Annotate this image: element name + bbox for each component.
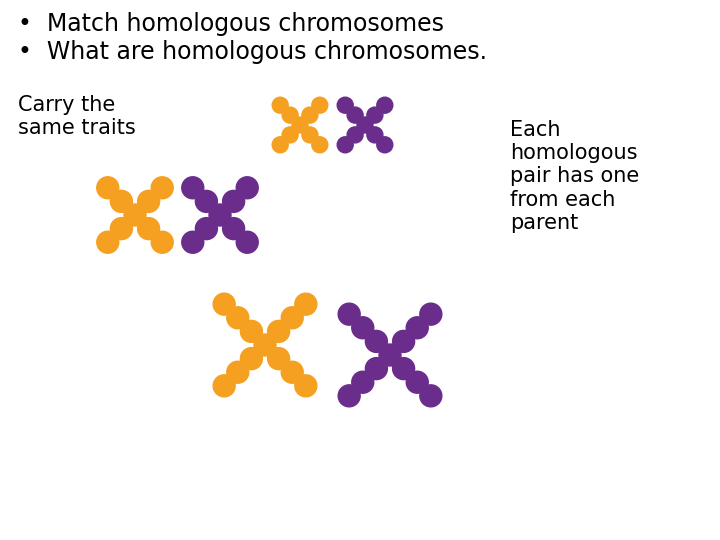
Circle shape: [209, 204, 231, 226]
Text: Each
homologous
pair has one
from each
parent: Each homologous pair has one from each p…: [510, 120, 639, 233]
Circle shape: [338, 385, 360, 407]
Circle shape: [337, 137, 354, 153]
Circle shape: [124, 204, 146, 226]
Circle shape: [337, 97, 354, 113]
Circle shape: [195, 218, 217, 240]
Circle shape: [151, 177, 174, 199]
Circle shape: [365, 330, 387, 353]
Circle shape: [420, 303, 442, 325]
Circle shape: [392, 330, 415, 353]
Circle shape: [377, 97, 393, 113]
Circle shape: [222, 218, 245, 240]
Circle shape: [96, 177, 119, 199]
Circle shape: [213, 293, 235, 315]
Circle shape: [96, 231, 119, 253]
Text: Carry the
same traits: Carry the same traits: [18, 95, 136, 138]
Circle shape: [268, 320, 289, 342]
Circle shape: [282, 361, 303, 383]
Circle shape: [312, 97, 328, 113]
Circle shape: [392, 357, 415, 380]
Circle shape: [406, 317, 428, 339]
Circle shape: [367, 127, 383, 143]
Circle shape: [302, 107, 318, 123]
Circle shape: [367, 107, 383, 123]
Circle shape: [294, 375, 317, 397]
Circle shape: [181, 231, 204, 253]
Circle shape: [406, 371, 428, 393]
Circle shape: [110, 191, 132, 212]
Circle shape: [338, 303, 360, 325]
Circle shape: [352, 371, 374, 393]
Circle shape: [365, 357, 387, 380]
Circle shape: [236, 177, 258, 199]
Circle shape: [213, 375, 235, 397]
Circle shape: [294, 293, 317, 315]
Text: •  Match homologous chromosomes: • Match homologous chromosomes: [18, 12, 444, 36]
Circle shape: [181, 177, 204, 199]
Text: •  What are homologous chromosomes.: • What are homologous chromosomes.: [18, 40, 487, 64]
Circle shape: [379, 344, 401, 366]
Circle shape: [240, 320, 262, 342]
Circle shape: [377, 137, 393, 153]
Circle shape: [138, 218, 160, 240]
Circle shape: [138, 191, 160, 212]
Circle shape: [347, 107, 363, 123]
Circle shape: [254, 334, 276, 356]
Circle shape: [282, 307, 303, 329]
Circle shape: [195, 191, 217, 212]
Circle shape: [236, 231, 258, 253]
Circle shape: [282, 107, 298, 123]
Circle shape: [292, 117, 308, 133]
Circle shape: [227, 361, 249, 383]
Circle shape: [302, 127, 318, 143]
Circle shape: [272, 97, 288, 113]
Circle shape: [352, 317, 374, 339]
Circle shape: [151, 231, 174, 253]
Circle shape: [282, 127, 298, 143]
Circle shape: [420, 385, 442, 407]
Circle shape: [240, 348, 262, 369]
Circle shape: [347, 127, 363, 143]
Circle shape: [227, 307, 249, 329]
Circle shape: [222, 191, 245, 212]
Circle shape: [268, 348, 289, 369]
Circle shape: [110, 218, 132, 240]
Circle shape: [312, 137, 328, 153]
Circle shape: [357, 117, 373, 133]
Circle shape: [272, 137, 288, 153]
